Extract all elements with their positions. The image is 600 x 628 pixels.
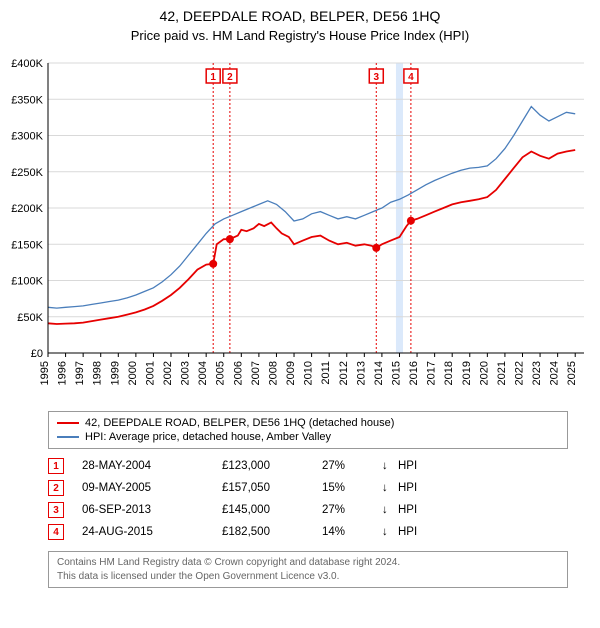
svg-text:1998: 1998 bbox=[92, 361, 104, 385]
sale-marker-number: 2 bbox=[48, 480, 64, 496]
sale-price: £182,500 bbox=[222, 526, 322, 538]
svg-text:2007: 2007 bbox=[250, 361, 262, 385]
svg-text:2025: 2025 bbox=[566, 361, 578, 385]
legend-label: 42, DEEPDALE ROAD, BELPER, DE56 1HQ (det… bbox=[85, 417, 394, 429]
svg-text:2010: 2010 bbox=[303, 361, 315, 385]
down-arrow-icon: ↓ bbox=[382, 526, 398, 538]
sales-row: 4 24-AUG-2015£182,50014%↓HPI bbox=[48, 521, 568, 543]
sales-row: 2 09-MAY-2005£157,05015%↓HPI bbox=[48, 477, 568, 499]
attribution-line2: This data is licensed under the Open Gov… bbox=[57, 570, 559, 584]
svg-text:£50K: £50K bbox=[17, 312, 43, 324]
svg-text:£400K: £400K bbox=[11, 58, 43, 70]
svg-text:£250K: £250K bbox=[11, 167, 43, 179]
sale-date: 06-SEP-2013 bbox=[82, 504, 222, 516]
sale-marker-number: 4 bbox=[48, 524, 64, 540]
sale-date: 09-MAY-2005 bbox=[82, 482, 222, 494]
svg-text:2: 2 bbox=[227, 72, 233, 83]
svg-text:2014: 2014 bbox=[373, 361, 385, 385]
svg-text:2004: 2004 bbox=[197, 361, 209, 385]
svg-text:3: 3 bbox=[373, 72, 379, 83]
svg-text:2018: 2018 bbox=[443, 361, 455, 385]
svg-text:2020: 2020 bbox=[478, 361, 490, 385]
svg-text:2001: 2001 bbox=[144, 361, 156, 385]
sale-ref: HPI bbox=[398, 482, 438, 494]
svg-text:2019: 2019 bbox=[461, 361, 473, 385]
sales-table: 128-MAY-2004£123,00027%↓HPI209-MAY-2005£… bbox=[48, 455, 568, 543]
series-marker bbox=[209, 260, 217, 268]
sale-ref: HPI bbox=[398, 504, 438, 516]
svg-text:2002: 2002 bbox=[162, 361, 174, 385]
legend-swatch bbox=[57, 422, 79, 424]
svg-text:£150K: £150K bbox=[11, 239, 43, 251]
svg-text:2024: 2024 bbox=[549, 361, 561, 385]
chart-subtitle: Price paid vs. HM Land Registry's House … bbox=[0, 28, 600, 43]
attribution-box: Contains HM Land Registry data © Crown c… bbox=[48, 551, 568, 588]
svg-text:2009: 2009 bbox=[285, 361, 297, 385]
svg-text:2013: 2013 bbox=[355, 361, 367, 385]
sales-row: 1 28-MAY-2004£123,00027%↓HPI bbox=[48, 455, 568, 477]
svg-text:2023: 2023 bbox=[531, 361, 543, 385]
svg-text:2003: 2003 bbox=[180, 361, 192, 385]
series-hpi bbox=[48, 107, 575, 309]
svg-text:£0: £0 bbox=[31, 348, 43, 360]
sale-ref: HPI bbox=[398, 460, 438, 472]
svg-text:2021: 2021 bbox=[496, 361, 508, 385]
legend: 42, DEEPDALE ROAD, BELPER, DE56 1HQ (det… bbox=[48, 411, 568, 449]
chart-title: 42, DEEPDALE ROAD, BELPER, DE56 1HQ bbox=[0, 8, 600, 24]
svg-text:£200K: £200K bbox=[11, 203, 43, 215]
attribution-line1: Contains HM Land Registry data © Crown c… bbox=[57, 556, 559, 570]
series-marker bbox=[372, 244, 380, 252]
svg-text:£100K: £100K bbox=[11, 276, 43, 288]
legend-item: HPI: Average price, detached house, Ambe… bbox=[57, 430, 559, 444]
sale-pct: 14% bbox=[322, 526, 382, 538]
svg-text:1996: 1996 bbox=[57, 361, 69, 385]
sale-pct: 15% bbox=[322, 482, 382, 494]
series-marker bbox=[226, 235, 234, 243]
legend-swatch bbox=[57, 436, 79, 438]
svg-text:2016: 2016 bbox=[408, 361, 420, 385]
svg-text:2008: 2008 bbox=[267, 361, 279, 385]
down-arrow-icon: ↓ bbox=[382, 482, 398, 494]
svg-text:2015: 2015 bbox=[390, 361, 402, 385]
chart-area: £0 £50K £100K £150K £200K £250K £300K £350K £400… bbox=[0, 53, 600, 403]
svg-text:1: 1 bbox=[210, 72, 216, 83]
svg-text:1995: 1995 bbox=[39, 361, 51, 385]
sale-marker-number: 1 bbox=[48, 458, 64, 474]
svg-text:2022: 2022 bbox=[513, 361, 525, 385]
sale-price: £123,000 bbox=[222, 460, 322, 472]
sale-ref: HPI bbox=[398, 526, 438, 538]
svg-text:2012: 2012 bbox=[338, 361, 350, 385]
sale-pct: 27% bbox=[322, 504, 382, 516]
series-marker bbox=[407, 217, 415, 225]
sale-price: £145,000 bbox=[222, 504, 322, 516]
down-arrow-icon: ↓ bbox=[382, 504, 398, 516]
sale-marker-number: 3 bbox=[48, 502, 64, 518]
svg-text:1997: 1997 bbox=[74, 361, 86, 385]
svg-text:2011: 2011 bbox=[320, 361, 332, 385]
line-chart-svg: £0 £50K £100K £150K £200K £250K £300K £350K £400… bbox=[0, 53, 600, 403]
svg-text:2006: 2006 bbox=[232, 361, 244, 385]
legend-label: HPI: Average price, detached house, Ambe… bbox=[85, 431, 331, 443]
svg-text:1999: 1999 bbox=[109, 361, 121, 385]
sale-price: £157,050 bbox=[222, 482, 322, 494]
svg-text:2017: 2017 bbox=[426, 361, 438, 385]
svg-text:2000: 2000 bbox=[127, 361, 139, 385]
sales-row: 3 06-SEP-2013£145,00027%↓HPI bbox=[48, 499, 568, 521]
sale-date: 28-MAY-2004 bbox=[82, 460, 222, 472]
svg-text:£350K: £350K bbox=[11, 94, 43, 106]
legend-item: 42, DEEPDALE ROAD, BELPER, DE56 1HQ (det… bbox=[57, 416, 559, 430]
sale-date: 24-AUG-2015 bbox=[82, 526, 222, 538]
svg-text:£300K: £300K bbox=[11, 131, 43, 143]
down-arrow-icon: ↓ bbox=[382, 460, 398, 472]
sale-pct: 27% bbox=[322, 460, 382, 472]
svg-text:2005: 2005 bbox=[215, 361, 227, 385]
svg-text:4: 4 bbox=[408, 72, 414, 83]
